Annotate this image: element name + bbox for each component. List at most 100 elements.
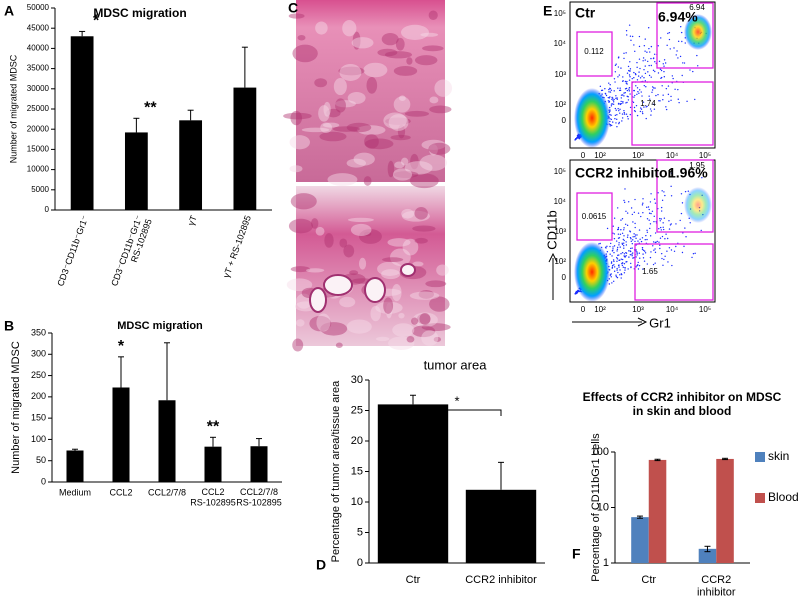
event-dot <box>630 262 632 265</box>
event-dot <box>613 233 616 235</box>
event-dot <box>623 113 626 115</box>
tissue-texture <box>349 270 359 276</box>
event-dot <box>610 105 613 107</box>
event-dot <box>640 240 643 243</box>
event-dot <box>614 114 617 117</box>
gland <box>400 263 416 277</box>
significance-label: ** <box>207 419 220 436</box>
legend-swatch <box>755 452 765 462</box>
tissue-texture <box>283 112 312 120</box>
event-dot <box>654 262 656 264</box>
tissue-texture <box>363 62 388 78</box>
event-dot <box>611 282 613 284</box>
event-dot <box>659 220 661 222</box>
y-tick-label: 100 <box>591 446 609 458</box>
event-dot <box>629 68 632 70</box>
event-dot <box>650 110 653 112</box>
event-dot <box>634 240 636 243</box>
event-dot <box>655 241 657 243</box>
x-tick-label: Ctr <box>406 574 421 586</box>
event-dot <box>623 256 626 258</box>
event-dot <box>653 215 655 218</box>
tissue-texture <box>320 122 333 133</box>
gland <box>364 277 386 303</box>
tissue-texture <box>295 293 312 309</box>
event-dot <box>625 261 627 263</box>
event-dot <box>652 57 655 59</box>
event-dot <box>614 64 617 67</box>
event-dot <box>671 75 674 77</box>
event-dot <box>675 245 677 248</box>
event-dot <box>629 247 632 250</box>
bar <box>233 87 257 210</box>
event-dot <box>692 70 694 73</box>
axis-arrow-head <box>548 252 558 263</box>
event-dot <box>635 256 637 258</box>
significance-label: * <box>454 393 459 408</box>
event-dot <box>652 263 655 266</box>
event-dot <box>621 117 624 119</box>
event-dot <box>619 112 621 114</box>
tissue-texture <box>290 110 303 126</box>
event-dot <box>646 263 649 265</box>
y-tick-label: 15000 <box>27 145 50 154</box>
tissue-texture <box>404 110 429 117</box>
chart-title: MDSC migration <box>93 6 186 20</box>
event-dot <box>631 247 633 249</box>
tissue-texture <box>311 218 319 229</box>
event-dot <box>650 45 653 48</box>
event-dot <box>616 126 618 128</box>
event-dot <box>624 80 627 83</box>
event-dot <box>657 45 659 47</box>
event-dot <box>637 261 639 264</box>
event-dot <box>659 217 661 220</box>
event-dot <box>626 83 628 85</box>
event-dot <box>642 257 645 259</box>
event-dot <box>631 252 634 254</box>
event-dot <box>612 101 615 103</box>
event-dot <box>665 106 667 108</box>
event-dot <box>650 76 652 78</box>
event-dot <box>663 70 665 73</box>
event-dot <box>668 228 671 230</box>
event-dot <box>610 261 613 263</box>
event-dot <box>615 97 617 99</box>
x-tick-label: 10⁵ <box>699 151 711 160</box>
event-dot <box>644 50 646 52</box>
y-axis-label: Percentage of tumor area/tissue area <box>330 380 342 562</box>
y-tick-label: 10⁴ <box>554 39 567 48</box>
event-dot <box>623 239 625 242</box>
event-dot <box>672 77 674 80</box>
event-dot <box>628 250 630 252</box>
event-dot <box>616 267 618 270</box>
y-tick-label: 50000 <box>27 3 50 12</box>
y-tick-label: 10³ <box>554 70 566 79</box>
event-dot <box>632 257 634 259</box>
event-dot <box>638 35 641 38</box>
tissue-texture <box>428 10 438 21</box>
x-tick-label: 10² <box>594 305 606 314</box>
sample-label: Ctr <box>575 5 596 21</box>
flow-panel: E Gr1 CD11b 0.112 6.94 1.74 Ctr 6.94% 10⁵ 10⁴ 1… <box>543 1 716 330</box>
event-dot <box>660 210 663 212</box>
event-dot <box>633 77 635 79</box>
chart-title: tumor area <box>424 357 488 372</box>
event-dot <box>639 67 641 70</box>
event-dot <box>633 44 635 46</box>
y-tick-label: 15 <box>351 465 363 477</box>
tissue-texture <box>351 37 374 49</box>
event-dot <box>668 100 670 103</box>
gate-label: 1.95 <box>689 161 705 170</box>
tissue-texture <box>392 168 413 181</box>
tissue-texture <box>364 134 379 149</box>
event-dot <box>627 99 630 101</box>
event-dot <box>658 228 660 230</box>
bar <box>631 517 649 563</box>
event-dot <box>607 100 610 102</box>
tissue-texture <box>433 336 442 342</box>
tissue-texture <box>346 319 372 334</box>
event-dot <box>613 270 616 272</box>
event-dot <box>677 98 679 100</box>
event-dot <box>620 273 623 275</box>
x-tick-label: Medium <box>59 487 91 497</box>
